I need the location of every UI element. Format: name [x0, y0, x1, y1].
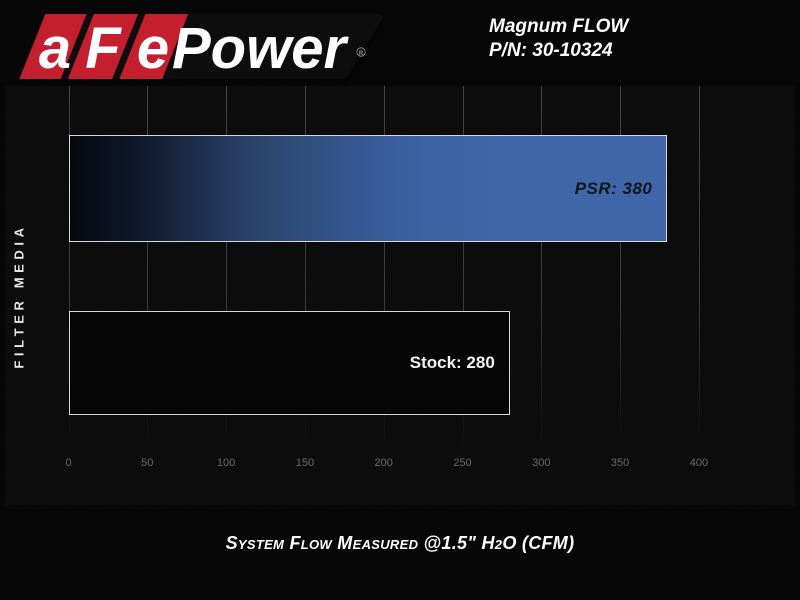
svg-text:a: a — [39, 16, 71, 81]
svg-text:R: R — [359, 51, 364, 57]
svg-text:e: e — [137, 16, 169, 81]
svg-text:Power: Power — [172, 16, 349, 81]
svg-text:F: F — [85, 16, 122, 81]
